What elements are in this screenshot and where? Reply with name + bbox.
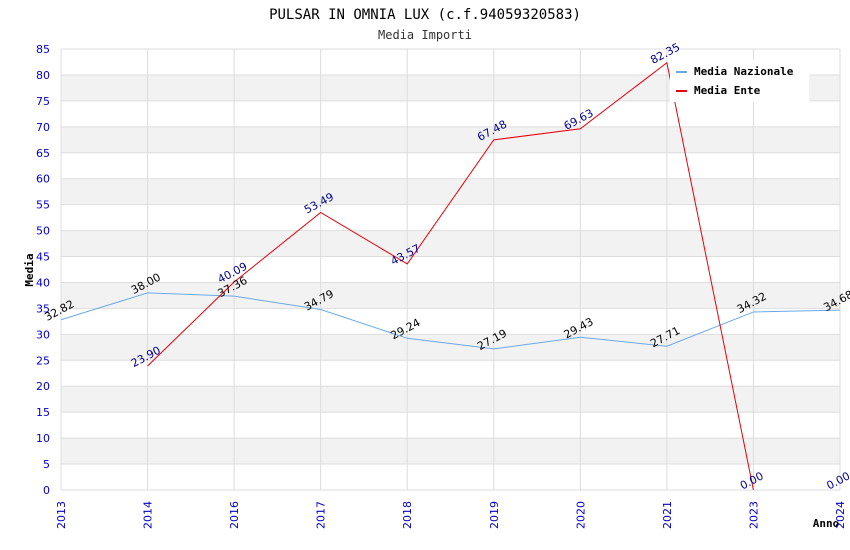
legend: Media Nazionale Media Ente bbox=[670, 60, 809, 102]
y-tick-label: 55 bbox=[36, 199, 50, 212]
y-tick-label: 50 bbox=[36, 225, 50, 238]
x-tick-label: 2013 bbox=[55, 501, 68, 529]
plot-grid bbox=[60, 48, 841, 491]
x-axis-ticks: 2013 2014 2016 2017 2018 2019 2020 2021 2023 2024 bbox=[55, 501, 847, 529]
data-label-media-ente: 0.00 bbox=[738, 469, 766, 492]
legend-box bbox=[670, 60, 809, 102]
y-tick-label: 75 bbox=[36, 95, 50, 108]
y-tick-label: 65 bbox=[36, 147, 50, 160]
x-tick-label: 2018 bbox=[401, 501, 414, 529]
y-tick-label: 60 bbox=[36, 173, 50, 186]
y-tick-label: 0 bbox=[43, 484, 50, 497]
y-tick-label: 35 bbox=[36, 302, 50, 315]
grid-band bbox=[61, 386, 840, 413]
legend-label-media-ente: Media Ente bbox=[694, 84, 761, 97]
y-axis-ticks: 0 5 10 15 20 25 30 35 40 45 50 55 60 65 70 75 80 85 bbox=[36, 43, 50, 497]
y-tick-label: 80 bbox=[36, 69, 50, 82]
y-tick-label: 15 bbox=[36, 406, 50, 419]
x-tick-label: 2024 bbox=[834, 501, 847, 529]
y-tick-label: 70 bbox=[36, 121, 50, 134]
grid-band bbox=[61, 178, 840, 205]
x-tick-label: 2016 bbox=[228, 501, 241, 529]
data-label-media-ente: 0.00 bbox=[824, 469, 850, 492]
y-axis-label: Media bbox=[23, 253, 36, 286]
x-tick-label: 2014 bbox=[142, 501, 155, 529]
y-tick-label: 10 bbox=[36, 432, 50, 445]
chart-title: PULSAR IN OMNIA LUX (c.f.94059320583) bbox=[269, 7, 581, 23]
x-tick-label: 2019 bbox=[488, 501, 501, 529]
series-lines bbox=[60, 61, 841, 491]
grid-band bbox=[61, 334, 840, 361]
x-tick-label: 2020 bbox=[574, 501, 587, 529]
y-tick-label: 85 bbox=[36, 43, 50, 56]
y-tick-label: 25 bbox=[36, 354, 50, 367]
y-tick-label: 45 bbox=[36, 251, 50, 264]
x-tick-label: 2021 bbox=[661, 501, 674, 529]
y-tick-label: 20 bbox=[36, 380, 50, 393]
x-tick-label: 2017 bbox=[315, 501, 328, 529]
y-tick-label: 5 bbox=[43, 458, 50, 471]
x-tick-label: 2023 bbox=[747, 501, 760, 529]
y-tick-label: 30 bbox=[36, 328, 50, 341]
legend-label-media-nazionale: Media Nazionale bbox=[694, 65, 794, 78]
grid-band bbox=[61, 282, 840, 309]
grid-band bbox=[61, 126, 840, 153]
grid-band bbox=[61, 230, 840, 257]
series-line-media-nazionale bbox=[60, 292, 841, 350]
y-tick-label: 40 bbox=[36, 276, 50, 289]
chart-subtitle: Media Importi bbox=[378, 28, 472, 42]
grid-band bbox=[61, 438, 840, 465]
x-axis-label: Anno bbox=[813, 517, 840, 530]
series-line-media-ente bbox=[147, 61, 754, 491]
